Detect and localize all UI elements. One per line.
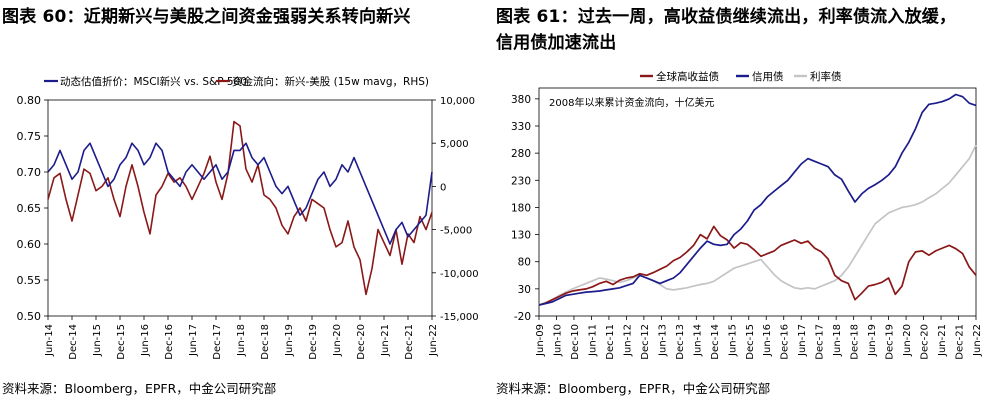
chart-title-line1: 图表 61：过去一周，高收益债继续流出，利率债流入放缓， [496, 7, 957, 27]
x-tick-label: Jun-16 [762, 324, 773, 357]
x-tick-label: Dec-17 [212, 324, 223, 360]
x-tick-label: Dec-11 [605, 324, 616, 360]
y-right-tick-label: 10,000 [440, 96, 475, 107]
x-tick-label: Jun-13 [657, 324, 668, 357]
x-tick-label: Jun-18 [832, 324, 843, 357]
y-right-tick-label: -15,000 [440, 312, 479, 323]
y-right-tick-label: 0 [440, 182, 446, 193]
x-tick-label: Dec-10 [570, 324, 581, 360]
x-tick-label: Dec-16 [164, 324, 175, 360]
chart-title: 图表 61：过去一周，高收益债继续流出，利率债流入放缓， 信用债加速流出 [496, 4, 956, 56]
x-tick-label: Jun-18 [236, 324, 247, 357]
y-tick-label: 80 [518, 257, 531, 269]
y-right-tick-label: -10,000 [440, 269, 479, 280]
y-tick-label: 330 [511, 121, 531, 133]
legend-label: 动态估值折价：MSCI新兴 vs. S&P 500 [60, 75, 247, 88]
y-tick-label: 30 [518, 284, 531, 296]
chart-source: 资料来源：Bloomberg，EPFR，中金公司研究部 [2, 381, 277, 396]
x-tick-label: Jun-21 [380, 324, 391, 357]
x-tick-label: Dec-21 [404, 324, 415, 360]
x-tick-label: Dec-12 [640, 324, 651, 360]
legend-label: 资金流向：新兴-美股 (15w mavg，RHS) [232, 75, 429, 88]
x-tick-label: Dec-20 [920, 324, 931, 360]
chart-annotation: 2008年以来累计资金流向，十亿美元 [549, 96, 714, 109]
y-left-tick-label: 0.55 [17, 274, 42, 287]
y-right-tick-label: -5,000 [440, 226, 472, 237]
y-left-tick-label: 0.60 [17, 238, 42, 251]
series-line-2 [47, 120, 433, 296]
x-tick-label: Jun-09 [535, 324, 546, 357]
x-tick-label: Jun-22 [972, 324, 982, 357]
x-tick-label: Jun-20 [902, 324, 913, 357]
x-tick-label: Dec-19 [308, 324, 319, 360]
chart-source: 资料来源：Bloomberg，EPFR，中金公司研究部 [496, 381, 771, 396]
x-tick-label: Jun-15 [92, 324, 103, 357]
x-tick-label: Jun-14 [692, 324, 703, 357]
y-tick-label: 380 [511, 94, 531, 106]
chart-panel-left: 图表 60：近期新兴与美股之间资金强弱关系转向新兴 0.50 0.55 0.60 0.… [0, 0, 486, 402]
x-tick-label: Dec-13 [675, 324, 686, 360]
plot-frame [538, 87, 977, 317]
series-line-1 [47, 142, 433, 245]
x-tick-label: Dec-15 [745, 324, 756, 360]
x-tick-label: Jun-11 [587, 324, 598, 357]
y-left-tick-label: 0.70 [17, 166, 42, 179]
x-tick-label: Dec-20 [356, 324, 367, 360]
x-tick-label: Jun-14 [44, 324, 55, 357]
x-tick-label: Dec-17 [815, 324, 826, 360]
series-line-3 [538, 144, 977, 306]
x-tick-label: Jun-21 [937, 324, 948, 357]
x-tick-label: Jun-16 [140, 324, 151, 357]
y-tick-label: 230 [511, 175, 531, 187]
x-tick-label: Jun-12 [622, 324, 633, 357]
y-left-tick-label: 0.65 [17, 202, 42, 215]
chart-61-canvas: -20 30 80 130 180 230 280 330 380 Jun-09 Jun-10 Dec… [511, 70, 982, 360]
x-tick-label: Dec-15 [116, 324, 127, 360]
x-tick-label: Jun-10 [552, 324, 563, 357]
y-tick-label: 130 [511, 230, 531, 242]
x-tick-label: Jun-19 [284, 324, 295, 357]
x-tick-label: Dec-18 [850, 324, 861, 360]
y-right-tick-label: 5,000 [440, 139, 469, 150]
chart-title: 图表 60：近期新兴与美股之间资金强弱关系转向新兴 [2, 7, 411, 27]
legend-label: 利率债 [810, 70, 842, 83]
x-tick-label: Dec-14 [68, 324, 79, 360]
x-tick-label: Jun-19 [867, 324, 878, 357]
y-tick-label: 280 [511, 148, 531, 160]
x-tick-label: Dec-16 [780, 324, 791, 360]
x-tick-label: Dec-14 [710, 324, 721, 360]
y-left-tick-label: 0.75 [17, 130, 42, 143]
x-tick-label: Jun-22 [428, 324, 439, 357]
legend-label: 信用债 [752, 70, 784, 83]
x-tick-label: Dec-18 [260, 324, 271, 360]
chart-title-line2: 信用债加速流出 [496, 33, 617, 53]
y-tick-label: -20 [514, 311, 531, 323]
y-tick-label: 180 [511, 202, 531, 214]
y-left-tick-label: 0.80 [17, 94, 42, 107]
series-line-1 [538, 225, 977, 306]
legend-label: 全球高收益债 [656, 70, 719, 83]
x-tick-label: Jun-15 [727, 324, 738, 357]
x-tick-label: Jun-17 [797, 324, 808, 357]
y-left-tick-label: 0.50 [17, 310, 42, 323]
x-tick-label: Jun-17 [188, 324, 199, 357]
x-tick-label: Dec-21 [955, 324, 966, 360]
chart-panel-right: 图表 61：过去一周，高收益债继续流出，利率债流入放缓， 信用债加速流出 -20… [494, 0, 982, 402]
series-line-2 [538, 93, 977, 306]
chart-60-canvas: 0.50 0.55 0.60 0.65 0.70 0.75 0.80 -15,000 -10,0… [17, 75, 479, 360]
x-tick-label: Dec-19 [885, 324, 896, 360]
x-tick-label: Jun-20 [332, 324, 343, 357]
